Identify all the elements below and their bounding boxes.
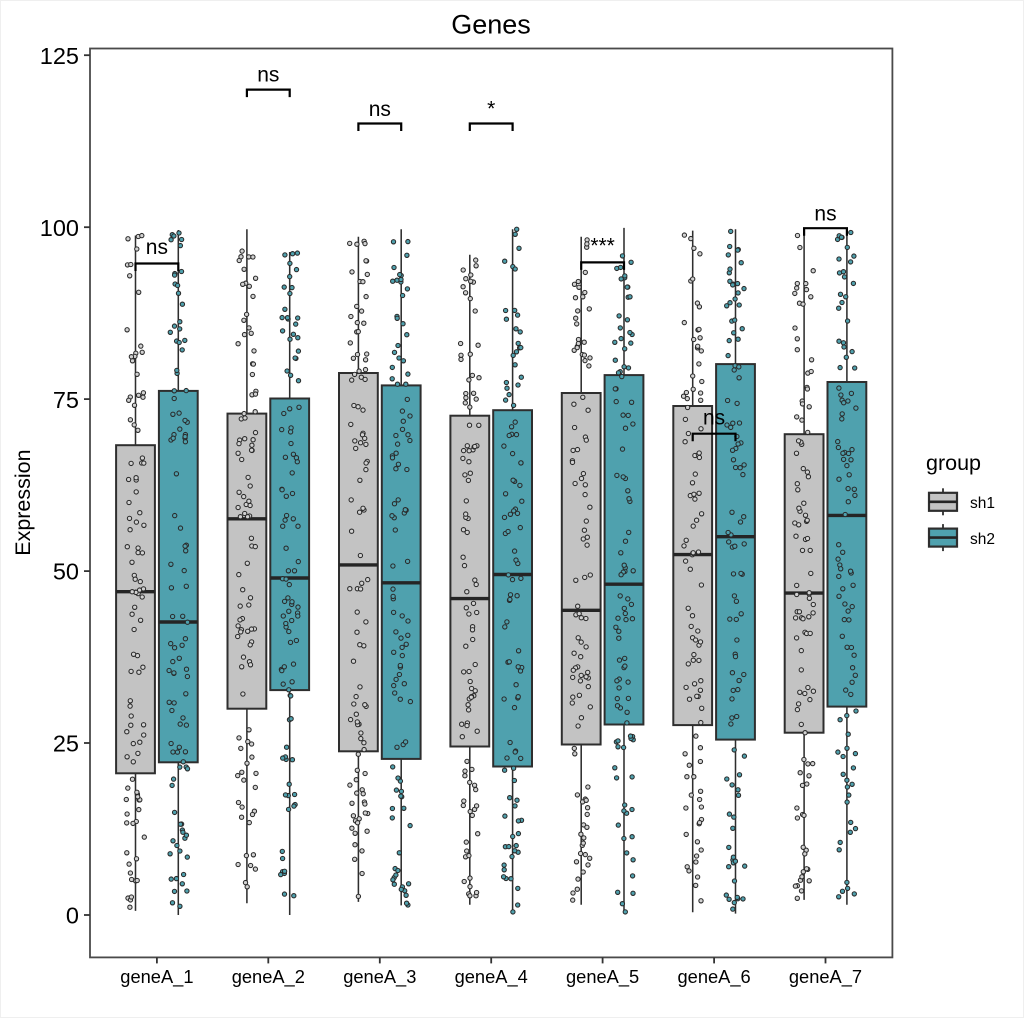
svg-text:Genes: Genes (451, 10, 531, 40)
svg-text:ns: ns (814, 203, 836, 226)
svg-text:geneA_6: geneA_6 (677, 966, 750, 988)
svg-text:sh1: sh1 (970, 495, 995, 512)
svg-text:*: * (487, 98, 495, 121)
svg-text:125: 125 (40, 43, 79, 69)
svg-text:***: *** (590, 235, 615, 258)
svg-text:sh2: sh2 (970, 531, 995, 548)
svg-text:group: group (926, 451, 981, 475)
svg-text:75: 75 (53, 387, 79, 413)
svg-text:50: 50 (53, 559, 79, 585)
svg-text:geneA_1: geneA_1 (120, 966, 193, 988)
svg-text:geneA_3: geneA_3 (343, 966, 416, 988)
svg-text:ns: ns (369, 98, 391, 121)
svg-text:geneA_5: geneA_5 (566, 966, 639, 988)
svg-text:geneA_2: geneA_2 (232, 966, 305, 988)
svg-text:ns: ns (146, 236, 168, 259)
svg-text:ns: ns (257, 63, 279, 86)
svg-text:Expression: Expression (11, 449, 35, 555)
svg-text:0: 0 (66, 903, 79, 929)
svg-text:geneA_4: geneA_4 (455, 966, 528, 988)
svg-text:100: 100 (40, 215, 79, 241)
svg-text:25: 25 (53, 731, 79, 757)
svg-text:ns: ns (703, 407, 725, 430)
svg-text:geneA_7: geneA_7 (789, 966, 862, 988)
